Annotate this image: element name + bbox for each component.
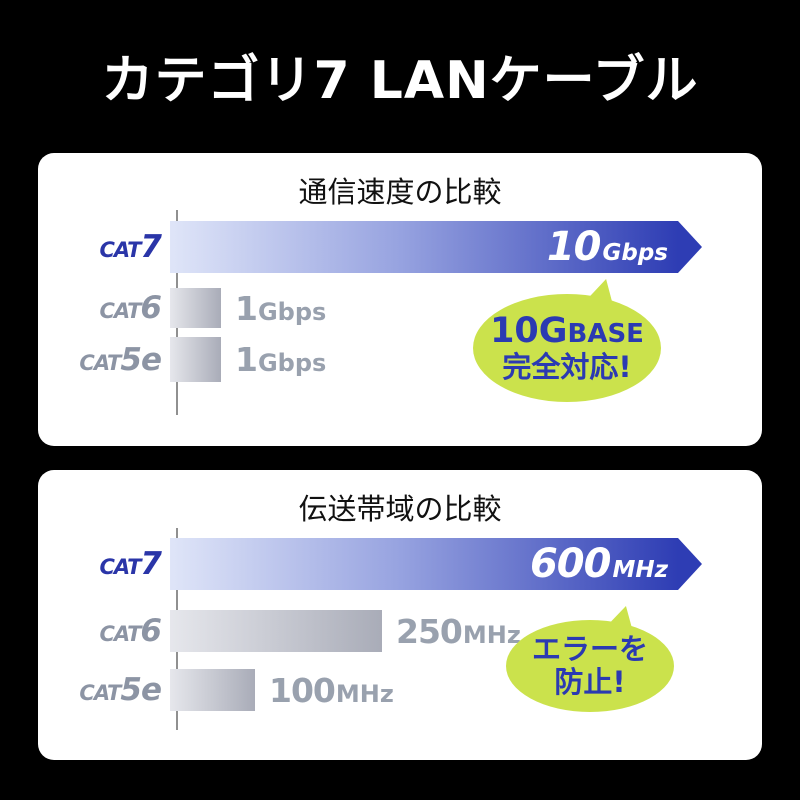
page-title: カテゴリ7 LANケーブル bbox=[101, 51, 699, 111]
cat7-label: CAT7 bbox=[99, 229, 162, 265]
cat6-label: CAT6 bbox=[99, 290, 162, 326]
cat7-speed-value: 10 Gbps bbox=[546, 224, 668, 270]
cat7-label: CAT7 bbox=[99, 546, 162, 582]
bandwidth-row-cat6: CAT6 250 MHz bbox=[38, 610, 762, 652]
bandwidth-chart-title: 伝送帯域の比較 bbox=[298, 492, 502, 526]
bandwidth-comparison-panel: 伝送帯域の比較 CAT7 600 MHz CAT6 250 MHz CAT5e bbox=[38, 470, 762, 760]
cat6-speed-value: 1 Gbps bbox=[235, 288, 327, 328]
cat6-bandwidth-value: 250 MHz bbox=[396, 611, 521, 651]
speed-row-cat7: CAT7 10 Gbps bbox=[38, 221, 762, 273]
cat6-speed-bar-body bbox=[170, 288, 221, 328]
cat6-bandwidth-bar-body bbox=[170, 610, 382, 652]
bandwidth-callout-text: エラーを 防止! bbox=[506, 620, 674, 712]
cat7-speed-bar-body: 10 Gbps bbox=[170, 221, 678, 273]
cat5e-bandwidth-bar: 100 MHz bbox=[170, 669, 394, 711]
bandwidth-row-cat7: CAT7 600 MHz bbox=[38, 538, 762, 590]
cat7-speed-bar-arrow bbox=[678, 221, 702, 273]
cat5e-bandwidth-bar-body bbox=[170, 669, 255, 711]
cat7-bandwidth-bar-arrow bbox=[678, 538, 702, 590]
cat7-speed-bar: 10 Gbps bbox=[170, 221, 702, 273]
cat7-bandwidth-value: 600 MHz bbox=[529, 541, 668, 587]
speed-comparison-panel: 通信速度の比較 CAT7 10 Gbps CAT6 1 Gbps CAT5e bbox=[38, 153, 762, 446]
cat5e-bandwidth-value: 100 MHz bbox=[269, 670, 394, 710]
bandwidth-row-cat5e: CAT5e 100 MHz bbox=[38, 669, 762, 711]
cat5e-speed-bar: 1 Gbps bbox=[170, 337, 326, 382]
cat5e-speed-value: 1 Gbps bbox=[235, 340, 327, 379]
cat5e-label: CAT5e bbox=[79, 341, 162, 378]
cat6-speed-bar: 1 Gbps bbox=[170, 288, 326, 328]
speed-chart-title: 通信速度の比較 bbox=[298, 175, 502, 209]
speed-row-cat6: CAT6 1 Gbps bbox=[38, 288, 762, 328]
cat6-bandwidth-bar: 250 MHz bbox=[170, 610, 521, 652]
cat5e-speed-bar-body bbox=[170, 337, 221, 382]
speed-callout-bubble: 10G BASE 完全対応! bbox=[473, 279, 661, 402]
speed-row-cat5e: CAT5e 1 Gbps bbox=[38, 337, 762, 382]
cat6-label: CAT6 bbox=[99, 613, 162, 649]
cat7-bandwidth-bar-body: 600 MHz bbox=[170, 538, 678, 590]
speed-callout-text: 10G BASE 完全対応! bbox=[473, 294, 661, 402]
cat5e-label: CAT5e bbox=[79, 672, 162, 708]
cat7-bandwidth-bar: 600 MHz bbox=[170, 538, 702, 590]
bandwidth-callout-bubble: エラーを 防止! bbox=[506, 606, 674, 712]
